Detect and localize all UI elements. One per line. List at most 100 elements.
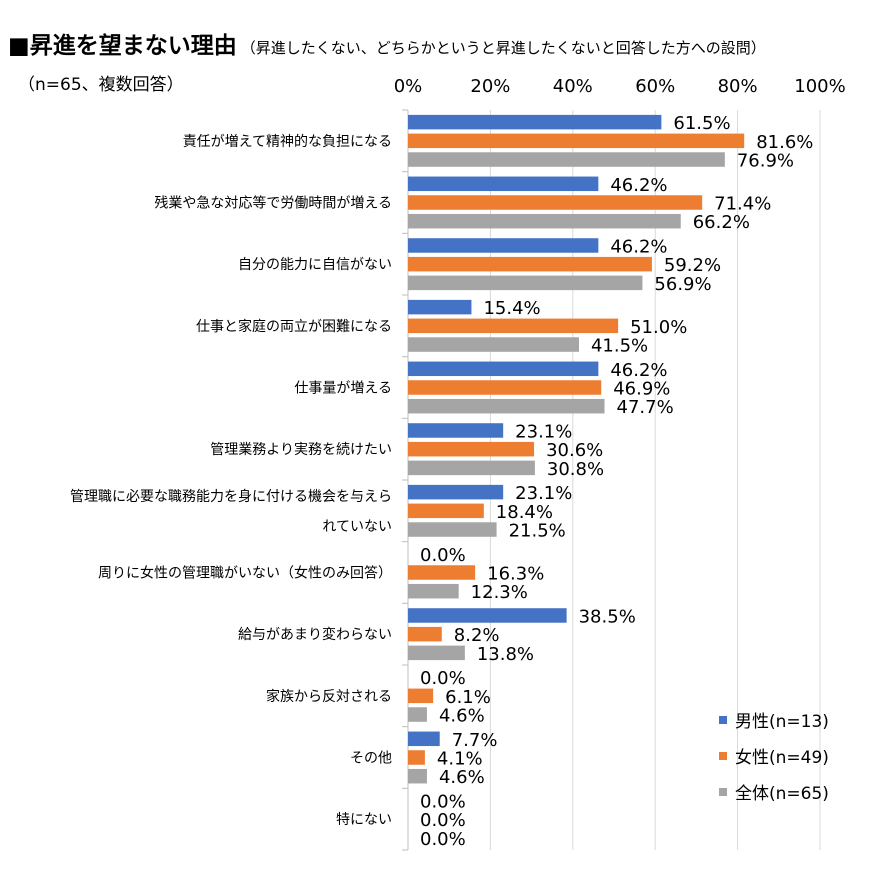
bar xyxy=(408,441,535,457)
bar xyxy=(408,565,476,580)
x-tick-label: 0% xyxy=(394,76,423,97)
category-label-line: 給与があまり変わらない xyxy=(238,626,392,643)
category-label-line: 責任が増えて精神的な負担になる xyxy=(183,134,392,150)
bar xyxy=(408,484,504,500)
value-label: 21.5% xyxy=(509,521,566,542)
x-tick-label: 20% xyxy=(470,76,510,97)
value-label: 71.4% xyxy=(714,194,771,215)
value-label: 23.1% xyxy=(515,421,572,442)
value-label: 0.0% xyxy=(420,545,466,566)
category-label-line: 家族から反対される xyxy=(266,688,392,705)
value-label: 6.1% xyxy=(445,687,491,708)
value-label: 46.2% xyxy=(610,360,667,381)
value-label: 7.7% xyxy=(452,730,498,751)
bar xyxy=(408,256,652,272)
value-label: 23.1% xyxy=(515,483,572,504)
value-label: 0.0% xyxy=(420,829,466,850)
category-label-line: 管理業務より実務を続けたい xyxy=(210,441,392,458)
legend-label: 男性(n=13) xyxy=(735,712,829,732)
value-label: 0.0% xyxy=(420,668,466,689)
value-label: 8.2% xyxy=(454,625,500,646)
x-tick-label: 60% xyxy=(635,76,675,97)
category-label-line: 残業や急な対応等で労働時間が増える xyxy=(154,195,392,212)
bar xyxy=(408,626,442,642)
bar xyxy=(408,423,504,438)
category-label: 管理職に必要な職務能力を身に付ける機会を与えられていない xyxy=(70,489,392,535)
category-label-line: 仕事量が増える xyxy=(294,381,392,397)
bar xyxy=(408,152,725,167)
gridlines xyxy=(402,109,821,851)
value-labels: 61.5% 46.2% 46.2% 15.4% 46.2% 23.1% 23.1% 0.0% 3… xyxy=(420,113,813,850)
value-label: 16.3% xyxy=(487,564,544,585)
category-label: 家族から反対される xyxy=(266,688,392,705)
bar xyxy=(408,195,703,210)
legend-marker xyxy=(719,752,727,760)
category-label-line: 周りに女性の管理職がいない（女性のみ回答） xyxy=(98,565,392,582)
value-label: 56.9% xyxy=(654,274,711,295)
category-label: 残業や急な対応等で労働時間が増える xyxy=(154,195,392,212)
bar xyxy=(408,768,427,784)
category-label-line: 特にない xyxy=(336,812,392,828)
value-label: 81.6% xyxy=(756,132,813,153)
value-label: 18.4% xyxy=(496,502,553,523)
bar xyxy=(408,583,459,599)
x-tick-label: 40% xyxy=(553,76,593,97)
category-label-line: 自分の能力に自信がない xyxy=(238,257,392,273)
sample-note: （n=65、複数回答） xyxy=(18,75,184,95)
category-label: 管理業務より実務を続けたい xyxy=(210,441,392,458)
bar xyxy=(408,707,427,722)
bar xyxy=(408,238,599,253)
value-label: 76.9% xyxy=(737,151,794,172)
value-label: 30.6% xyxy=(546,440,603,461)
bars xyxy=(408,114,745,784)
bar xyxy=(408,750,425,765)
bar xyxy=(408,380,602,395)
legend: 男性(n=13) 女性(n=49) 全体(n=65) xyxy=(719,712,829,804)
value-label: 66.2% xyxy=(693,212,750,233)
category-label-line: 管理職に必要な職務能力を身に付ける機会を与えら xyxy=(70,489,392,505)
value-label: 12.3% xyxy=(471,582,528,603)
x-tick-label: 100% xyxy=(794,76,845,97)
value-label: 0.0% xyxy=(420,810,466,831)
x-axis-ticks: 0% 20% 40% 60% 80% 100% xyxy=(394,76,846,97)
bar xyxy=(408,645,465,661)
value-label: 61.5% xyxy=(673,113,730,134)
value-label: 4.1% xyxy=(437,749,483,770)
category-label-line: 仕事と家庭の両立が困難になる xyxy=(196,318,392,335)
bar xyxy=(408,337,579,352)
category-label: その他 xyxy=(350,751,392,767)
category-label: 責任が増えて精神的な負担になる xyxy=(183,134,392,150)
legend-marker xyxy=(719,716,727,724)
category-label-line: その他 xyxy=(350,751,392,767)
chart-title-sub: （昇進したくない、どちらかというと昇進したくないと回答した方への設問） xyxy=(240,39,766,57)
chart-title: ■昇進を望まない理由 （昇進したくない、どちらかというと昇進したくないと回答した方… xyxy=(8,26,766,60)
category-labels: 責任が増えて精神的な負担になる残業や急な対応等で労働時間が増える自分の能力に自信… xyxy=(70,134,392,828)
legend-marker xyxy=(719,788,727,796)
category-label: 周りに女性の管理職がいない（女性のみ回答） xyxy=(98,565,392,582)
category-label: 仕事と家庭の両立が困難になる xyxy=(196,318,392,335)
value-label: 4.6% xyxy=(439,767,485,788)
bar xyxy=(408,460,535,476)
category-label: 給与があまり変わらない xyxy=(238,626,392,643)
category-label: 自分の能力に自信がない xyxy=(238,257,392,273)
value-label: 4.6% xyxy=(439,706,485,727)
bar xyxy=(408,318,619,334)
bar xyxy=(408,176,599,192)
bar xyxy=(408,213,681,229)
value-label: 47.7% xyxy=(617,397,674,418)
chart-title-main: ■昇進を望まない理由 xyxy=(8,33,237,59)
value-label: 41.5% xyxy=(591,336,648,357)
value-label: 59.2% xyxy=(664,255,721,276)
value-label: 51.0% xyxy=(630,317,687,338)
legend-label: 全体(n=65) xyxy=(735,784,829,804)
bar xyxy=(408,114,662,130)
value-label: 46.9% xyxy=(613,379,670,400)
bar xyxy=(408,275,643,291)
value-label: 38.5% xyxy=(579,606,636,627)
bar xyxy=(408,398,605,414)
value-label: 46.2% xyxy=(610,236,667,257)
value-label: 13.8% xyxy=(477,644,534,665)
value-label: 15.4% xyxy=(483,298,540,319)
x-tick-label: 80% xyxy=(718,76,758,97)
